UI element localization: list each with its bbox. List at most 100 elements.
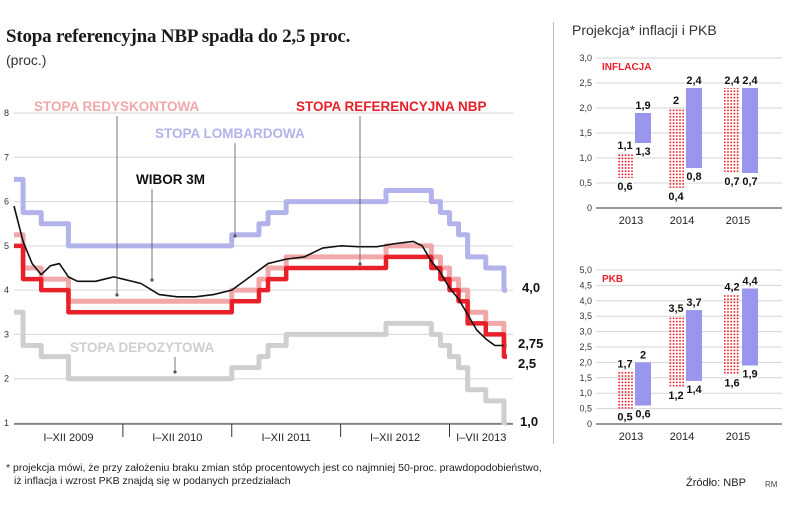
main-gridlines: 1 2 3 4 5 6 7 8 I–XII 2009 I–XII 2010 I–XII 2011 I–… — [4, 108, 513, 444]
gdp-solid-bar-2015 — [742, 288, 758, 366]
footnote-line-2: iż inflacja i wzrost PKB znajdą się w po… — [14, 475, 291, 487]
label-stopa-lombardowa: STOPA LOMBARDOWA — [155, 126, 305, 141]
gdp-solid-bar-2013 — [635, 362, 651, 406]
gdp-solid-bar-2014 — [686, 310, 702, 381]
y-tick-1: 1 — [4, 418, 9, 428]
gdp-x-tick-2015: 2015 — [726, 431, 750, 443]
gdp-y-tick-0-5: 0,5 — [579, 404, 592, 414]
gdp-label-dotted-low-2014: 1,2 — [668, 390, 683, 402]
end-label-stopa-lombardowa: 4,0 — [522, 280, 540, 295]
label-stopa-depozytowa: STOPA DEPOZYTOWA — [70, 340, 215, 355]
inflation-solid-bar-2014 — [686, 88, 702, 168]
footnote-line-1: * projekcja mówi, że przy założeniu brak… — [6, 462, 542, 474]
end-label-stopa-redyskontowa: 2,75 — [518, 336, 543, 351]
inflation-y-tick-1-0: 1,0 — [579, 153, 592, 163]
inflation-solid-bar-2013 — [635, 113, 651, 143]
leader-dot-stopa-redyskontowa — [115, 293, 119, 297]
gdp-series-label: PKB — [602, 274, 623, 285]
gdp-y-tick-2-5: 2,5 — [579, 342, 592, 352]
y-tick-7: 7 — [4, 152, 9, 162]
gdp-y-tick-2-0: 2,0 — [579, 357, 592, 367]
label-stopa-redyskontowa: STOPA REDYSKONTOWA — [34, 99, 200, 114]
inflation-dotted-bar-2015 — [724, 88, 740, 173]
series-wibor-3m — [13, 205, 504, 347]
inflation-label-solid-high-2013: 1,9 — [635, 100, 650, 112]
x-tick-i-xii-2011: I–XII 2011 — [262, 432, 311, 444]
gdp-dotted-bar-2015 — [724, 294, 740, 375]
main-chart-subtitle: (proc.) — [6, 52, 47, 68]
inflation-label-dotted-low-2013: 0,6 — [617, 181, 632, 193]
inflation-dotted-bar-2014 — [668, 108, 684, 188]
gdp-x-tick-2014: 2014 — [670, 431, 694, 443]
inflation-x-tick-2014: 2014 — [670, 215, 694, 227]
gdp-y-tick-3-5: 3,5 — [579, 311, 592, 321]
inflation-y-tick-1-5: 1,5 — [579, 128, 592, 138]
source-label: Źródło: NBP — [686, 477, 746, 489]
leader-dot-wibor-3m — [150, 278, 154, 282]
y-tick-6: 6 — [4, 197, 9, 207]
inflation-y-tick-0-5: 0,5 — [579, 178, 592, 188]
series-stopa-depozytowa — [14, 309, 507, 426]
gdp-label-dotted-high-2013: 1,7 — [617, 359, 632, 371]
y-tick-5: 5 — [4, 241, 9, 251]
series-stopa-lombardowa — [14, 176, 507, 293]
main-series-group — [13, 176, 507, 426]
gdp-x-tick-2013: 2013 — [619, 431, 643, 443]
inflation-y-tick-2-5: 2,5 — [579, 78, 592, 88]
inflation-label-dotted-low-2014: 0,4 — [668, 191, 684, 203]
y-tick-3: 3 — [4, 329, 9, 339]
author-signature: RM — [765, 480, 778, 489]
end-label-stopa-referencyjna-nbp: 2,5 — [518, 356, 536, 371]
projection-title: Projekcja* inflacji i PKB — [572, 22, 717, 38]
gdp-y-tick-4-5: 4,5 — [579, 280, 592, 290]
gdp-y-tick-0: 0 — [587, 419, 592, 429]
inflation-dotted-bar-2013 — [617, 153, 633, 178]
inflation-label-solid-low-2015: 0,7 — [742, 176, 757, 188]
gdp-label-dotted-high-2014: 3,5 — [668, 303, 683, 315]
inflation-y-tick-3-0: 3,0 — [579, 53, 592, 63]
end-label-stopa-depozytowa: 1,0 — [520, 414, 538, 429]
inflation-y-tick-0: 0 — [587, 203, 592, 213]
label-wibor-3m: WIBOR 3M — [136, 172, 205, 187]
y-tick-4: 4 — [4, 285, 9, 295]
footnote: * projekcja mówi, że przy założeniu brak… — [6, 462, 542, 488]
gdp-label-solid-high-2013: 2 — [640, 349, 646, 361]
panel-divider — [553, 22, 554, 444]
gdp-y-tick-5-0: 5,0 — [579, 265, 592, 275]
inflation-bars-group: 1,1 0,6 1,9 1,3 2 0,4 2,4 0,8 2,4 0,7 2,4 0,7 — [616, 74, 760, 205]
leader-dot-stopa-lombardowa — [233, 234, 237, 238]
inflation-y-tick-2-0: 2,0 — [579, 103, 592, 113]
gdp-label-solid-high-2015: 4,4 — [742, 275, 758, 287]
x-tick-i-xii-2009: I–XII 2009 — [43, 432, 93, 444]
label-stopa-referencyjna-nbp: STOPA REFERENCYJNA NBP — [296, 99, 487, 114]
inflation-label-solid-high-2014: 2,4 — [686, 75, 702, 87]
x-tick-i-xii-2012: I–XII 2012 — [370, 432, 420, 444]
gdp-label-dotted-low-2013: 0,5 — [617, 412, 632, 424]
gdp-y-tick-3-0: 3,0 — [579, 327, 592, 337]
inflation-x-tick-2015: 2015 — [726, 215, 750, 227]
gdp-dotted-bar-2014 — [668, 316, 684, 388]
inflation-label-dotted-high-2013: 1,1 — [617, 140, 632, 152]
x-tick-i-vii-2013: I–VII 2013 — [456, 432, 506, 444]
gdp-label-solid-low-2015: 1,9 — [742, 368, 757, 380]
gdp-y-tick-1-5: 1,5 — [579, 373, 592, 383]
y-tick-2: 2 — [4, 374, 9, 384]
inflation-solid-bar-2015 — [742, 88, 758, 173]
inflation-label-dotted-low-2015: 0,7 — [724, 176, 739, 188]
gdp-bars-group: 1,7 0,5 2 0,6 3,5 1,2 3,7 1,4 4,2 1,6 4,4 1,9 — [616, 274, 760, 425]
gdp-label-dotted-low-2015: 1,6 — [724, 378, 739, 390]
inflation-label-solid-low-2013: 1,3 — [635, 146, 650, 158]
x-tick-i-xii-2010: I–XII 2010 — [152, 432, 202, 444]
inflation-series-label: INFLACJA — [602, 62, 651, 73]
main-labels-group: STOPA REDYSKONTOWA STOPA LOMBARDOWA WIBOR … — [33, 98, 544, 430]
main-chart-title: Stopa referencyjna NBP spadła do 2,5 pro… — [6, 26, 351, 47]
gdp-dotted-bar-2013 — [617, 371, 633, 409]
gdp-y-tick-4-0: 4,0 — [579, 296, 592, 306]
series-stopa-referencyjna-nbp — [14, 243, 507, 359]
inflation-label-solid-low-2014: 0,8 — [686, 171, 701, 183]
gdp-label-solid-low-2013: 0,6 — [635, 409, 650, 421]
inflation-label-dotted-high-2014: 2 — [673, 95, 679, 107]
leader-dot-stopa-referencyjna-nbp — [358, 262, 362, 266]
inflation-label-solid-high-2015: 2,4 — [742, 75, 758, 87]
